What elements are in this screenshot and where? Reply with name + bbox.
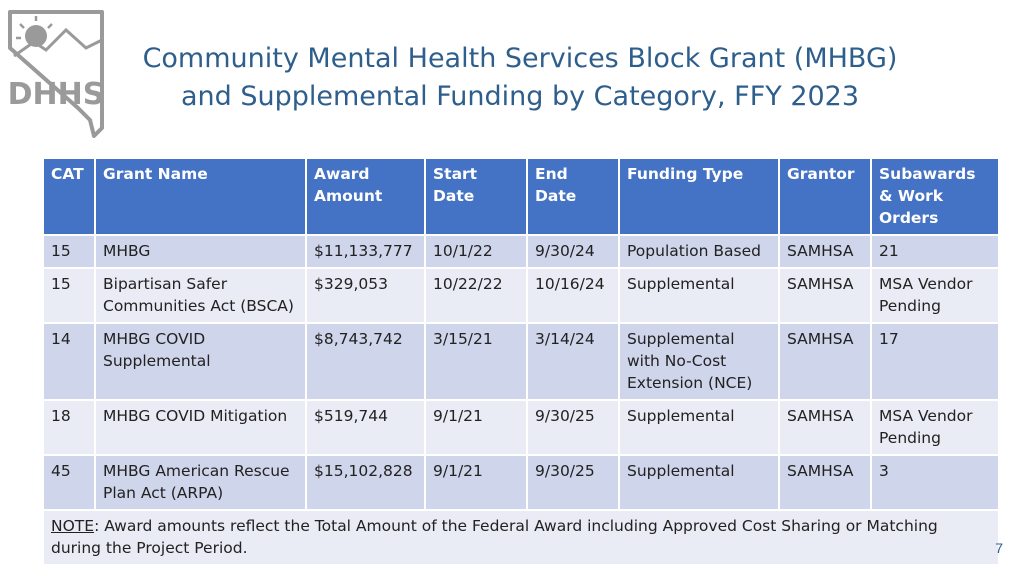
header-award-amount: Award Amount [305, 157, 426, 236]
cell-cat: 15 [42, 267, 96, 324]
cell-award-amount: $8,743,742 [305, 322, 426, 401]
header-end-date: End Date [526, 157, 620, 236]
title-line-1: Community Mental Health Services Block G… [142, 43, 898, 74]
cell-subawards: MSA Vendor Pending [870, 399, 1000, 456]
cell-grant-name: MHBG COVID Mitigation [94, 399, 307, 456]
cell-grantor: SAMHSA [778, 399, 872, 456]
cell-subawards: 3 [870, 454, 1000, 511]
cell-grant-name: MHBG COVID Supplemental [94, 322, 307, 401]
table-row: 45 MHBG American Rescue Plan Act (ARPA) … [42, 454, 1000, 511]
cell-funding-type: Supplemental [618, 267, 780, 324]
cell-grant-name: Bipartisan Safer Communities Act (BSCA) [94, 267, 307, 324]
page-title: Community Mental Health Services Block G… [110, 40, 930, 116]
cell-subawards: MSA Vendor Pending [870, 267, 1000, 324]
cell-award-amount: $15,102,828 [305, 454, 426, 511]
cell-cat: 15 [42, 234, 96, 269]
table-note: NOTE: Award amounts reflect the Total Am… [42, 509, 1000, 566]
header-grantor: Grantor [778, 157, 872, 236]
cell-funding-type: Population Based [618, 234, 780, 269]
cell-award-amount: $11,133,777 [305, 234, 426, 269]
table-row: 18 MHBG COVID Mitigation $519,744 9/1/21… [42, 399, 1000, 456]
cell-start-date: 9/1/21 [424, 454, 528, 511]
cell-end-date: 9/30/24 [526, 234, 620, 269]
header-funding-type: Funding Type [618, 157, 780, 236]
cell-subawards: 21 [870, 234, 1000, 269]
header-grant-name: Grant Name [94, 157, 307, 236]
dhhs-logo: DHHS [8, 10, 105, 138]
funding-table: CAT Grant Name Award Amount Start Date E… [42, 157, 1000, 566]
cell-grant-name: MHBG [94, 234, 307, 269]
table-header-row: CAT Grant Name Award Amount Start Date E… [42, 157, 1000, 236]
cell-grantor: SAMHSA [778, 234, 872, 269]
cell-grantor: SAMHSA [778, 322, 872, 401]
cell-cat: 14 [42, 322, 96, 401]
cell-end-date: 10/16/24 [526, 267, 620, 324]
cell-award-amount: $519,744 [305, 399, 426, 456]
cell-end-date: 9/30/25 [526, 454, 620, 511]
table-row: 14 MHBG COVID Supplemental $8,743,742 3/… [42, 322, 1000, 401]
cell-end-date: 9/30/25 [526, 399, 620, 456]
cell-start-date: 9/1/21 [424, 399, 528, 456]
page-number: 7 [995, 540, 1003, 556]
cell-cat: 45 [42, 454, 96, 511]
header-start-date: Start Date [424, 157, 528, 236]
table-row: 15 Bipartisan Safer Communities Act (BSC… [42, 267, 1000, 324]
title-line-2: and Supplemental Funding by Category, FF… [180, 81, 860, 112]
cell-start-date: 3/15/21 [424, 322, 528, 401]
cell-cat: 18 [42, 399, 96, 456]
cell-subawards: 17 [870, 322, 1000, 401]
cell-start-date: 10/1/22 [424, 234, 528, 269]
cell-award-amount: $329,053 [305, 267, 426, 324]
cell-grantor: SAMHSA [778, 454, 872, 511]
cell-funding-type: Supplemental [618, 454, 780, 511]
cell-funding-type: Supplemental [618, 399, 780, 456]
header-cat: CAT [42, 157, 96, 236]
cell-start-date: 10/22/22 [424, 267, 528, 324]
note-text: : Award amounts reflect the Total Amount… [51, 517, 938, 557]
table-row: 15 MHBG $11,133,777 10/1/22 9/30/24 Popu… [42, 234, 1000, 269]
cell-grant-name: MHBG American Rescue Plan Act (ARPA) [94, 454, 307, 511]
cell-grantor: SAMHSA [778, 267, 872, 324]
note-label: NOTE [51, 517, 95, 535]
cell-funding-type: Supplemental with No-Cost Extension (NCE… [618, 322, 780, 401]
logo-text: DHHS [8, 77, 105, 112]
cell-end-date: 3/14/24 [526, 322, 620, 401]
table-note-row: NOTE: Award amounts reflect the Total Am… [42, 509, 1000, 566]
header-subawards: Subawards & Work Orders [870, 157, 1000, 236]
